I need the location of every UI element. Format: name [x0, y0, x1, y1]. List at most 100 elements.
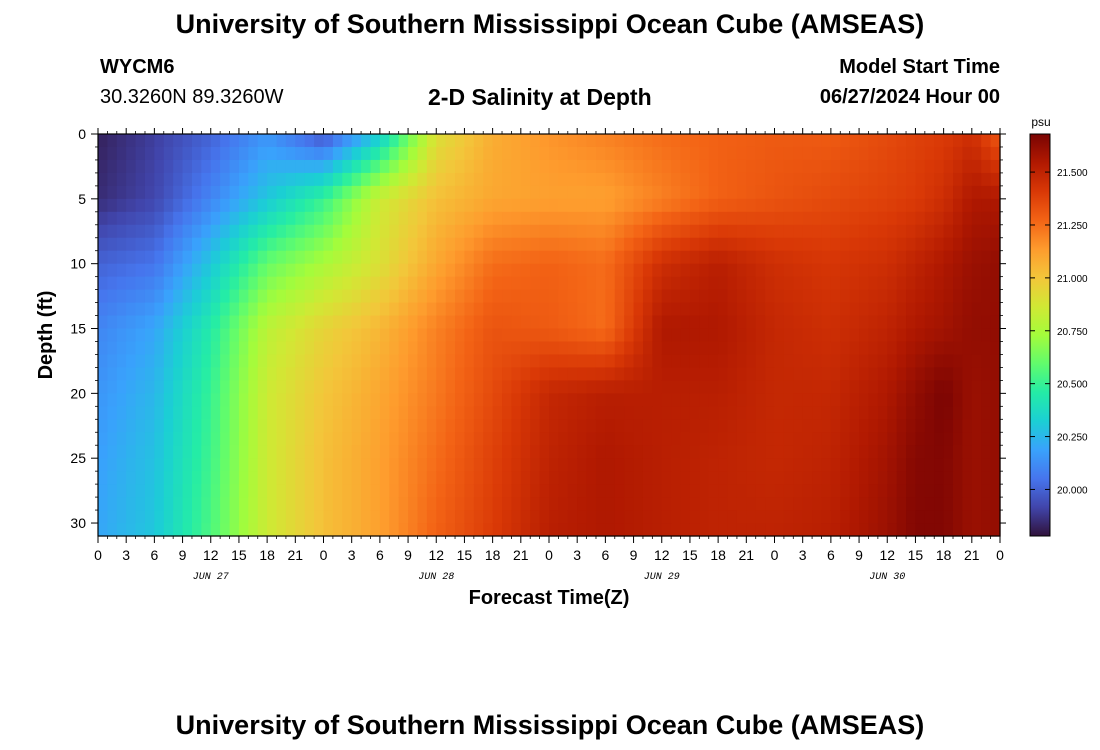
- heatmap-cell: [332, 341, 343, 356]
- heatmap-cell: [257, 146, 268, 161]
- heatmap-cell: [783, 445, 794, 459]
- heatmap-cell: [417, 198, 428, 213]
- heatmap-cell: [511, 198, 522, 213]
- heatmap-cell: [436, 367, 447, 381]
- heatmap-cell: [680, 276, 691, 291]
- heatmap-cell: [877, 146, 888, 161]
- heatmap-cell: [567, 458, 578, 472]
- heatmap-cell: [868, 276, 879, 291]
- heatmap-cell: [98, 406, 108, 420]
- heatmap-cell: [652, 315, 663, 330]
- heatmap-cell: [107, 341, 118, 356]
- heatmap-cell: [614, 276, 625, 291]
- heatmap-cell: [389, 146, 400, 161]
- heatmap-cell: [934, 497, 945, 511]
- heatmap-cell: [361, 523, 372, 537]
- heatmap-cell: [849, 263, 860, 278]
- heatmap-cell: [971, 406, 982, 420]
- heatmap-cell: [661, 198, 672, 213]
- heatmap-cell: [492, 159, 503, 174]
- heatmap-cell: [332, 134, 343, 148]
- heatmap-cell: [539, 406, 550, 420]
- heatmap-cell: [520, 250, 531, 265]
- heatmap-cell: [586, 315, 597, 330]
- heatmap-cell: [793, 185, 804, 200]
- heatmap-cell: [370, 289, 381, 304]
- heatmap-cell: [736, 471, 747, 485]
- heatmap-cell: [464, 198, 475, 213]
- heatmap-cell: [135, 263, 146, 278]
- heatmap-cell: [276, 328, 287, 343]
- heatmap-cell: [248, 289, 259, 304]
- heatmap-cell: [736, 146, 747, 161]
- heatmap-cell: [567, 523, 578, 537]
- heatmap-cell: [699, 315, 710, 330]
- heatmap-cell: [379, 289, 390, 304]
- heatmap-cell: [642, 185, 653, 200]
- heatmap-cell: [877, 393, 888, 407]
- heatmap-cell: [285, 289, 296, 304]
- heatmap-cell: [379, 367, 390, 381]
- heatmap-cell: [248, 523, 259, 537]
- heatmap-cell: [577, 224, 588, 239]
- heatmap-cell: [285, 146, 296, 161]
- heatmap-cell: [934, 134, 945, 148]
- heatmap-cell: [924, 445, 935, 459]
- heatmap-cell: [896, 523, 907, 537]
- y-tick-label: 5: [78, 191, 86, 207]
- heatmap-cell: [549, 224, 559, 239]
- heatmap-cell: [906, 211, 917, 226]
- heatmap-cell: [624, 341, 635, 356]
- heatmap-cell: [267, 419, 278, 433]
- heatmap-cell: [135, 458, 146, 472]
- heatmap-cell: [736, 159, 747, 174]
- day-label: JUN 28: [418, 572, 454, 583]
- heatmap-cell: [473, 419, 484, 433]
- heatmap-cell: [708, 224, 719, 239]
- heatmap-cell: [455, 315, 466, 330]
- heatmap-cell: [943, 211, 954, 226]
- heatmap-cell: [652, 159, 663, 174]
- heatmap-cell: [793, 380, 804, 394]
- heatmap-cell: [126, 263, 137, 278]
- heatmap-cell: [173, 276, 184, 291]
- heatmap-cell: [624, 237, 635, 252]
- heatmap-cell: [98, 211, 108, 226]
- heatmap-cell: [464, 250, 475, 265]
- heatmap-cell: [351, 341, 362, 356]
- heatmap-cell: [765, 224, 776, 239]
- heatmap-cell: [98, 380, 108, 394]
- heatmap-cell: [661, 419, 672, 433]
- heatmap-cell: [708, 380, 719, 394]
- heatmap-cell: [680, 471, 691, 485]
- heatmap-cell: [549, 250, 559, 265]
- heatmap-cell: [783, 393, 794, 407]
- heatmap-cell: [455, 263, 466, 278]
- heatmap-cell: [520, 134, 531, 148]
- heatmap-cell: [229, 315, 240, 330]
- heatmap-cell: [267, 367, 278, 381]
- heatmap-cell: [520, 198, 531, 213]
- heatmap-cell: [567, 134, 578, 148]
- heatmap-cell: [821, 263, 832, 278]
- heatmap-cell: [642, 134, 653, 148]
- heatmap-cell: [830, 263, 841, 278]
- heatmap-cell: [661, 302, 672, 317]
- heatmap-cell: [238, 380, 249, 394]
- heatmap-cell: [370, 393, 381, 407]
- heatmap-cell: [502, 497, 513, 511]
- heatmap-cell: [746, 263, 757, 278]
- heatmap-cell: [520, 419, 531, 433]
- heatmap-cell: [868, 523, 879, 537]
- heatmap-cell: [840, 302, 851, 317]
- heatmap-cell: [887, 134, 898, 148]
- heatmap-cell: [859, 432, 870, 446]
- heatmap-cell: [671, 263, 682, 278]
- heatmap-cell: [417, 393, 428, 407]
- heatmap-cell: [323, 393, 334, 407]
- heatmap-cell: [511, 341, 522, 356]
- heatmap-cell: [953, 419, 964, 433]
- heatmap-cell: [267, 146, 278, 161]
- heatmap-cell: [351, 211, 362, 226]
- heatmap-cell: [238, 302, 249, 317]
